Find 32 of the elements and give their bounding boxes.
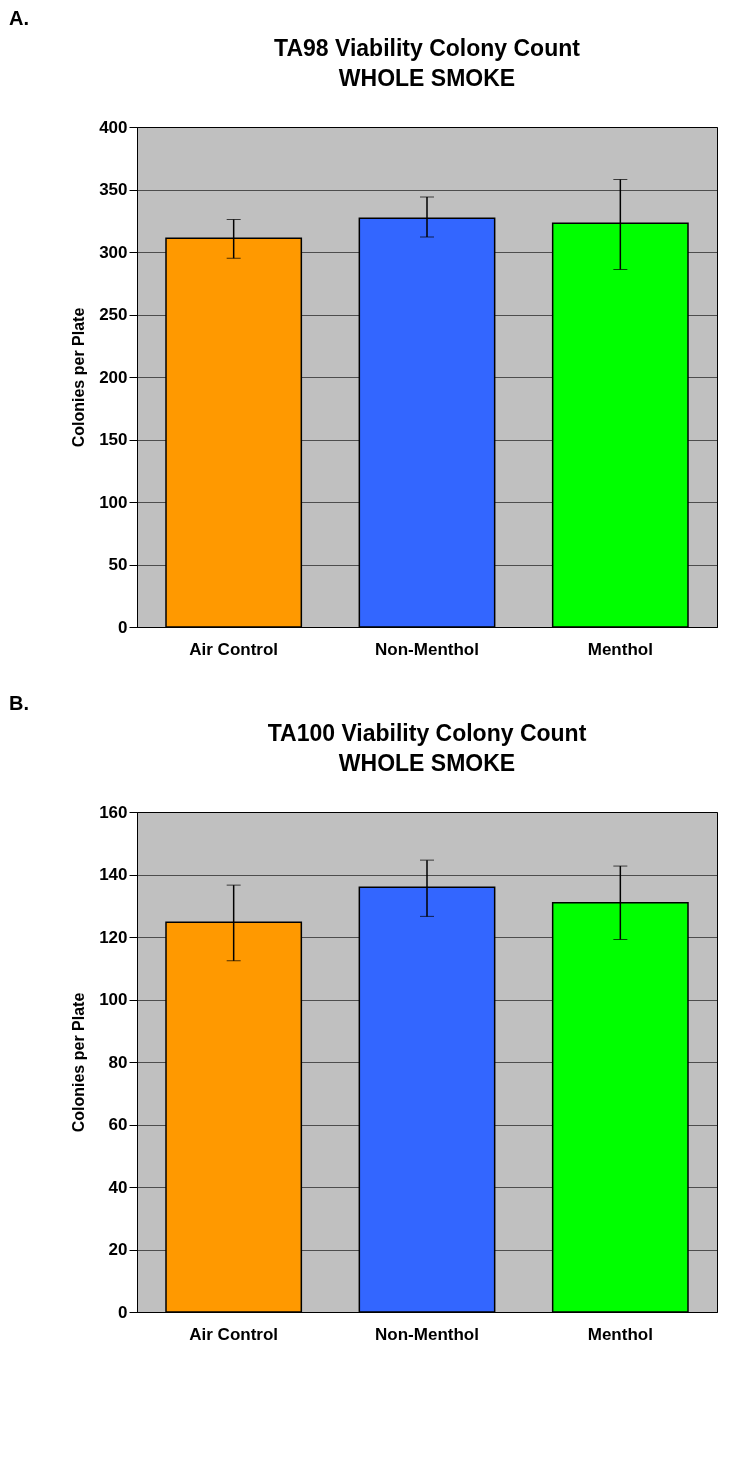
- y-tick-label: 60: [108, 1115, 128, 1134]
- y-tick-label: 160: [99, 802, 128, 822]
- y-tick-label: 100: [99, 990, 128, 1009]
- x-tick-label: Non-Menthol: [375, 639, 479, 659]
- chart-subtitle: WHOLE SMOKE: [338, 65, 516, 91]
- y-tick-label: 200: [99, 367, 128, 387]
- text: A.: [9, 7, 29, 29]
- y-tick-label: 100: [99, 492, 128, 512]
- y-tick-label: 80: [108, 1052, 128, 1072]
- y-axis-title: Colonies per Plate: [70, 992, 88, 1133]
- x-tick-label: Air Control: [189, 1324, 279, 1344]
- y-tick-label: 140: [99, 865, 128, 884]
- chart-subtitle: WHOLE SMOKE: [338, 750, 516, 776]
- y-tick-label: 300: [99, 242, 128, 262]
- x-tick-label: Menthol: [587, 639, 653, 659]
- y-tick-label: 250: [99, 305, 128, 324]
- y-tick-label: 0: [118, 617, 128, 637]
- y-tick-label: 350: [99, 180, 128, 199]
- x-tick-label: Air Control: [189, 639, 279, 659]
- chart-title: TA98 Viability Colony Count: [274, 35, 581, 61]
- chart-title: TA100 Viability Colony Count: [267, 720, 587, 746]
- y-tick-label: 20: [108, 1240, 128, 1259]
- y-tick-label: 0: [118, 1302, 128, 1322]
- text: B.: [9, 692, 29, 714]
- y-tick-label: 400: [99, 117, 128, 137]
- y-tick-label: 150: [99, 430, 128, 449]
- x-tick-label: Non-Menthol: [375, 1324, 479, 1344]
- y-tick-label: 120: [99, 927, 128, 947]
- y-tick-label: 50: [108, 555, 128, 574]
- y-axis-title: Colonies per Plate: [70, 307, 88, 448]
- x-tick-label: Menthol: [587, 1324, 653, 1344]
- y-tick-label: 40: [108, 1177, 128, 1197]
